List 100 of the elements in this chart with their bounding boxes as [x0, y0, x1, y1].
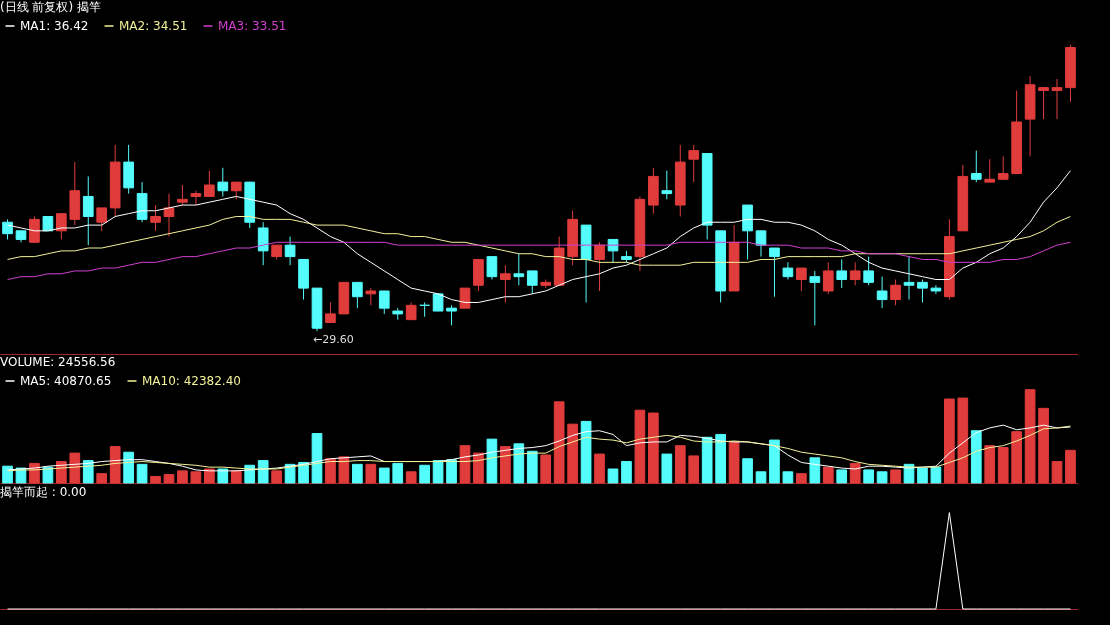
bar [190, 471, 202, 484]
bar [526, 450, 538, 484]
bar [230, 470, 242, 484]
bar [970, 430, 982, 484]
candlestick [1038, 87, 1049, 120]
legend-label: MA1: 36.42 [20, 19, 89, 33]
candlestick [217, 167, 229, 197]
bar [1038, 407, 1049, 484]
candlestick [96, 207, 108, 232]
candlestick [836, 258, 848, 289]
bar [742, 458, 753, 484]
candlestick [863, 256, 874, 286]
bar [2, 465, 13, 484]
chart-title: 揭竿而起 : 0.00 [0, 485, 87, 499]
bar [917, 467, 928, 484]
bar [944, 398, 955, 484]
bar [984, 445, 996, 484]
bar [809, 457, 821, 484]
legend-label: MA2: 34.51 [119, 19, 188, 33]
bar [271, 470, 282, 484]
bar [621, 461, 632, 484]
candlestick [917, 279, 928, 303]
bar [136, 463, 148, 484]
candlestick [177, 184, 188, 206]
bar [688, 455, 700, 484]
bar [378, 467, 390, 484]
candlestick [755, 230, 767, 258]
bar [42, 466, 54, 484]
chart-title: VOLUME: 24556.56 [0, 355, 116, 369]
legend-label: MA10: 42382.40 [142, 374, 241, 388]
candlestick [190, 190, 202, 206]
bar [257, 460, 269, 484]
bar [446, 459, 457, 484]
candlestick [163, 193, 175, 238]
bar [769, 439, 780, 484]
bar [177, 470, 188, 484]
candlestick [876, 276, 888, 309]
bar [1051, 461, 1063, 484]
candlestick [661, 170, 673, 200]
bar [392, 462, 404, 484]
legend-label: MA5: 40870.65 [20, 374, 112, 388]
bar [109, 446, 121, 484]
bar [796, 473, 807, 484]
text: ←29.60 [313, 333, 354, 347]
bar [69, 452, 81, 484]
candlestick [378, 290, 390, 315]
bar [728, 441, 740, 484]
bar [486, 438, 498, 484]
bar [876, 471, 888, 484]
bar [957, 397, 969, 484]
bar [701, 436, 713, 484]
candlestick [204, 170, 215, 197]
candlestick [849, 261, 861, 286]
candlestick [769, 247, 780, 298]
bar [163, 474, 175, 484]
candlestick [513, 253, 525, 286]
bar [540, 454, 552, 484]
candlestick [796, 267, 807, 292]
bar [96, 473, 108, 484]
candlestick [29, 216, 40, 243]
bar [930, 466, 942, 484]
bar [997, 447, 1009, 484]
bar [405, 471, 417, 484]
bar [419, 464, 430, 484]
chart-title: (日线 前复权) 揭竿 [0, 0, 101, 14]
bar [459, 445, 471, 484]
candlestick [903, 256, 915, 301]
bar [580, 420, 592, 484]
candlestick [486, 256, 498, 281]
bar [1065, 449, 1076, 484]
candlestick [526, 270, 538, 295]
bar [648, 412, 659, 484]
candlestick [688, 144, 700, 183]
candlestick [984, 158, 996, 183]
bar [863, 469, 874, 484]
bar [473, 452, 484, 484]
bar [352, 463, 363, 484]
candlestick [82, 175, 94, 246]
candlestick [594, 241, 605, 292]
candlestick [257, 221, 269, 266]
candlestick [822, 261, 834, 295]
legend-label: MA3: 33.51 [218, 19, 287, 33]
bar [634, 409, 646, 484]
bar [123, 451, 134, 484]
bar [661, 453, 673, 484]
candlestick [284, 236, 296, 266]
bar [849, 462, 861, 484]
bar [500, 446, 511, 484]
bar [567, 423, 578, 484]
candlestick [325, 301, 336, 323]
candlestick [782, 261, 794, 281]
candlestick [1051, 78, 1063, 120]
candlestick [419, 301, 430, 318]
bar [311, 433, 323, 484]
bar [890, 469, 901, 484]
candlestick [352, 281, 363, 309]
bar [338, 456, 350, 484]
candlestick [446, 304, 457, 326]
candlestick [500, 264, 511, 303]
bar [1011, 431, 1022, 484]
